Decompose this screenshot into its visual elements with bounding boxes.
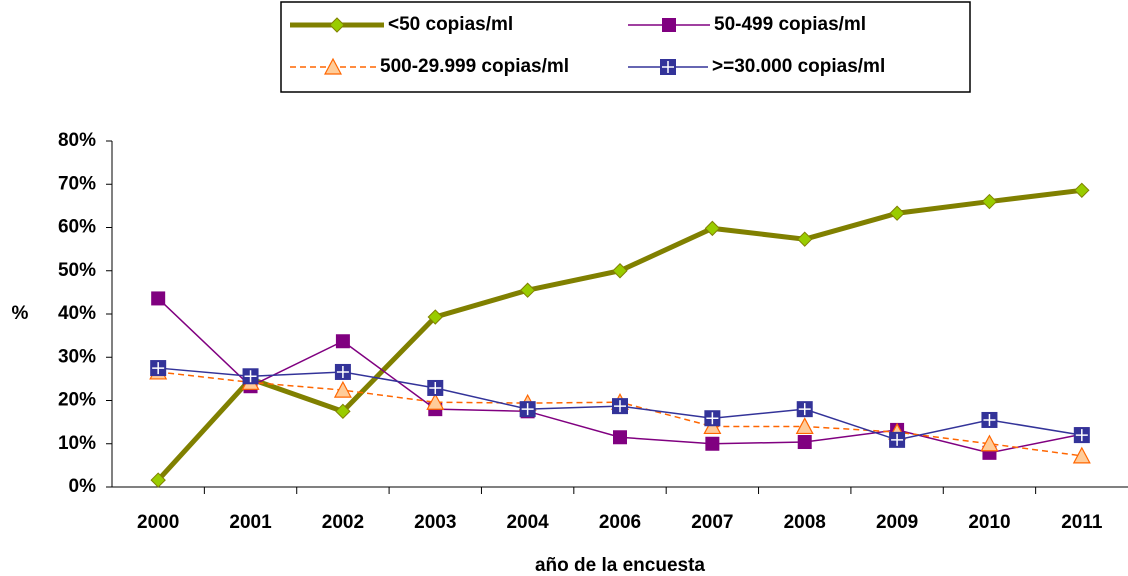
y-tick-label: 70%	[58, 173, 96, 194]
marker	[335, 334, 350, 349]
marker-shape	[151, 291, 166, 306]
y-tick-label: 50%	[58, 260, 96, 281]
legend-label: 500-29.999 copias/ml	[380, 56, 569, 77]
marker-shape	[333, 380, 352, 398]
marker-shape	[335, 403, 351, 420]
marker-shape	[798, 403, 811, 416]
marker	[705, 436, 720, 451]
marker	[612, 398, 628, 415]
marker-shape	[795, 417, 814, 435]
marker-shape	[706, 412, 719, 425]
legend-label: >=30.000 copias/ml	[712, 56, 885, 77]
marker-shape	[705, 436, 720, 451]
y-tick-label: 0%	[69, 476, 97, 497]
x-tick-label: 2003	[414, 512, 456, 533]
marker-shape	[152, 362, 165, 375]
y-tick-label: 10%	[58, 433, 96, 454]
x-axis-label: año de la encuesta	[535, 555, 705, 576]
marker-shape	[329, 17, 345, 33]
marker-shape	[704, 220, 721, 237]
x-tick-label: 2001	[229, 512, 272, 533]
x-tick-label: 2002	[322, 512, 364, 533]
marker	[613, 430, 627, 445]
marker-shape	[335, 334, 350, 349]
y-tick-label: 40%	[58, 303, 96, 324]
x-tick-label: 2007	[691, 512, 733, 533]
marker-shape	[150, 472, 166, 488]
marker	[704, 220, 721, 237]
marker	[519, 401, 536, 418]
marker-shape	[797, 231, 813, 247]
x-tick-label: 2008	[784, 512, 826, 533]
marker	[704, 410, 721, 427]
marker	[334, 363, 351, 380]
marker-shape	[426, 392, 445, 410]
marker	[1074, 182, 1090, 199]
marker	[889, 431, 906, 448]
marker	[150, 360, 167, 377]
marker	[795, 417, 814, 435]
marker	[329, 17, 345, 33]
x-tick-label: 2010	[968, 512, 1010, 533]
legend-label: 50-499 copias/ml	[714, 14, 866, 35]
legend-box	[280, 1, 971, 93]
marker-shape	[521, 403, 534, 416]
marker	[335, 403, 351, 420]
marker	[797, 231, 813, 247]
marker-shape	[797, 435, 812, 450]
y-tick-label: 80%	[58, 130, 96, 151]
marker	[427, 309, 443, 325]
x-tick-label: 2000	[137, 512, 179, 533]
marker	[662, 18, 676, 32]
y-tick-label: 30%	[58, 346, 96, 367]
marker-shape	[662, 18, 676, 32]
marker-shape	[981, 193, 998, 210]
marker	[660, 59, 676, 75]
marker-shape	[613, 430, 627, 445]
marker-shape	[429, 381, 442, 394]
marker	[324, 57, 342, 75]
marker-shape	[612, 263, 628, 279]
marker-shape	[1075, 429, 1088, 442]
marker-shape	[891, 433, 904, 446]
marker	[981, 411, 998, 428]
marker-shape	[519, 282, 536, 298]
marker-shape	[983, 413, 996, 426]
x-tick-label: 2009	[876, 512, 918, 533]
marker-shape	[889, 205, 905, 221]
marker-shape	[336, 365, 349, 378]
marker	[1072, 446, 1091, 464]
marker-shape	[662, 61, 674, 73]
marker	[426, 392, 445, 410]
marker-shape	[324, 57, 342, 75]
marker	[427, 379, 444, 396]
marker	[796, 401, 813, 418]
marker	[333, 380, 352, 398]
marker-shape	[614, 400, 626, 413]
marker	[519, 282, 536, 298]
legend-label: <50 copias/ml	[388, 14, 513, 35]
y-tick-label: 20%	[58, 390, 96, 411]
marker	[1073, 427, 1090, 444]
marker	[797, 435, 812, 450]
marker-shape	[244, 370, 257, 383]
y-axis-label: %	[12, 303, 29, 324]
marker-shape	[1074, 182, 1090, 199]
x-tick-label: 2011	[1061, 512, 1103, 533]
marker-shape	[1072, 446, 1091, 464]
marker	[981, 193, 998, 210]
x-tick-label: 2004	[506, 512, 549, 533]
y-tick-label: 60%	[58, 217, 96, 238]
marker	[242, 368, 259, 385]
marker-shape	[427, 309, 443, 325]
marker	[150, 472, 166, 488]
marker-shape	[980, 434, 999, 452]
marker	[889, 205, 905, 221]
x-tick-label: 2006	[599, 512, 641, 533]
marker	[151, 291, 166, 306]
marker	[980, 434, 999, 452]
marker	[612, 263, 628, 279]
